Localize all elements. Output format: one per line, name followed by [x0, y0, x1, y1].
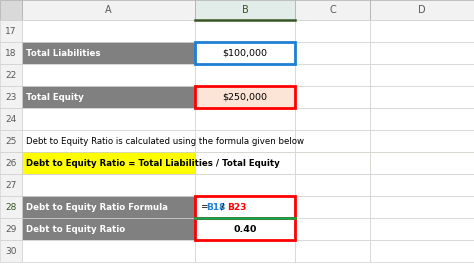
Text: 18: 18	[5, 49, 17, 58]
Bar	[295, 108, 370, 130]
Text: =: =	[200, 202, 208, 211]
Bar	[295, 42, 370, 64]
Bar	[370, 196, 474, 218]
Bar	[295, 196, 370, 218]
Bar	[295, 0, 370, 20]
Text: $100,000: $100,000	[222, 49, 267, 58]
Text: 25: 25	[5, 137, 17, 146]
Bar	[195, 130, 295, 152]
Text: 22: 22	[5, 70, 17, 79]
Text: $250,000: $250,000	[222, 93, 267, 102]
Text: Debt to Equity Ratio Formula: Debt to Equity Ratio Formula	[26, 202, 168, 211]
Bar	[195, 20, 295, 42]
Bar	[195, 108, 295, 130]
Bar	[295, 20, 370, 42]
Text: B23: B23	[227, 202, 246, 211]
Text: 24: 24	[5, 114, 17, 123]
Text: 28: 28	[5, 202, 17, 211]
Bar	[22, 174, 195, 196]
Text: Total Equity: Total Equity	[26, 93, 84, 102]
Bar	[295, 218, 370, 240]
Bar	[22, 240, 195, 262]
Text: 29: 29	[5, 224, 17, 234]
Bar	[0, 108, 22, 130]
Bar	[22, 0, 195, 20]
Bar	[370, 218, 474, 240]
Bar	[195, 64, 295, 86]
Text: Debt to Equity Ratio is calculated using the formula given below: Debt to Equity Ratio is calculated using…	[26, 137, 304, 146]
Bar	[22, 130, 195, 152]
Bar	[0, 64, 22, 86]
Text: 17: 17	[5, 26, 17, 35]
Bar	[195, 196, 295, 218]
Bar	[0, 42, 22, 64]
Text: 23: 23	[5, 93, 17, 102]
Bar	[22, 20, 195, 42]
Bar	[370, 130, 474, 152]
Bar	[370, 86, 474, 108]
Bar	[295, 174, 370, 196]
Text: B: B	[242, 5, 248, 15]
Bar	[195, 218, 295, 240]
Bar	[370, 0, 474, 20]
Bar	[0, 20, 22, 42]
Text: A: A	[105, 5, 112, 15]
Bar	[295, 64, 370, 86]
Bar	[22, 152, 474, 174]
Bar	[195, 240, 295, 262]
Bar	[22, 218, 195, 240]
Text: Debt to Equity Ratio: Debt to Equity Ratio	[26, 224, 125, 234]
Bar	[0, 196, 22, 218]
Bar	[0, 86, 22, 108]
Bar	[195, 86, 295, 108]
Text: 0.40: 0.40	[233, 224, 257, 234]
Bar	[295, 130, 370, 152]
Bar	[195, 174, 295, 196]
Bar	[295, 240, 370, 262]
Text: 26: 26	[5, 158, 17, 167]
Text: 27: 27	[5, 181, 17, 190]
Bar	[295, 86, 370, 108]
Bar	[370, 64, 474, 86]
Bar	[370, 108, 474, 130]
Text: 30: 30	[5, 247, 17, 255]
Bar	[195, 218, 295, 240]
Bar	[195, 86, 295, 108]
Text: D: D	[418, 5, 426, 15]
Bar	[22, 42, 195, 64]
Text: C: C	[329, 5, 336, 15]
Bar	[195, 196, 295, 218]
Bar	[0, 0, 22, 20]
Text: B18: B18	[206, 202, 225, 211]
Bar	[370, 42, 474, 64]
Bar	[370, 20, 474, 42]
Bar	[295, 152, 370, 174]
Text: Total Liabilities: Total Liabilities	[26, 49, 100, 58]
Bar	[0, 174, 22, 196]
Bar	[22, 64, 195, 86]
Bar	[22, 86, 195, 108]
Bar	[22, 108, 195, 130]
Bar	[22, 196, 195, 218]
Bar	[0, 130, 22, 152]
Bar	[22, 152, 195, 174]
Bar	[0, 240, 22, 262]
Text: Debt to Equity Ratio = Total Liabilities / Total Equity: Debt to Equity Ratio = Total Liabilities…	[26, 158, 280, 167]
Bar	[195, 152, 295, 174]
Bar	[0, 218, 22, 240]
Text: /: /	[221, 202, 224, 211]
Bar	[195, 42, 295, 64]
Bar	[370, 174, 474, 196]
Bar	[370, 152, 474, 174]
Bar	[370, 240, 474, 262]
Bar	[195, 42, 295, 64]
Text: $250,000: $250,000	[222, 93, 267, 102]
Bar	[0, 152, 22, 174]
Bar	[195, 0, 295, 20]
